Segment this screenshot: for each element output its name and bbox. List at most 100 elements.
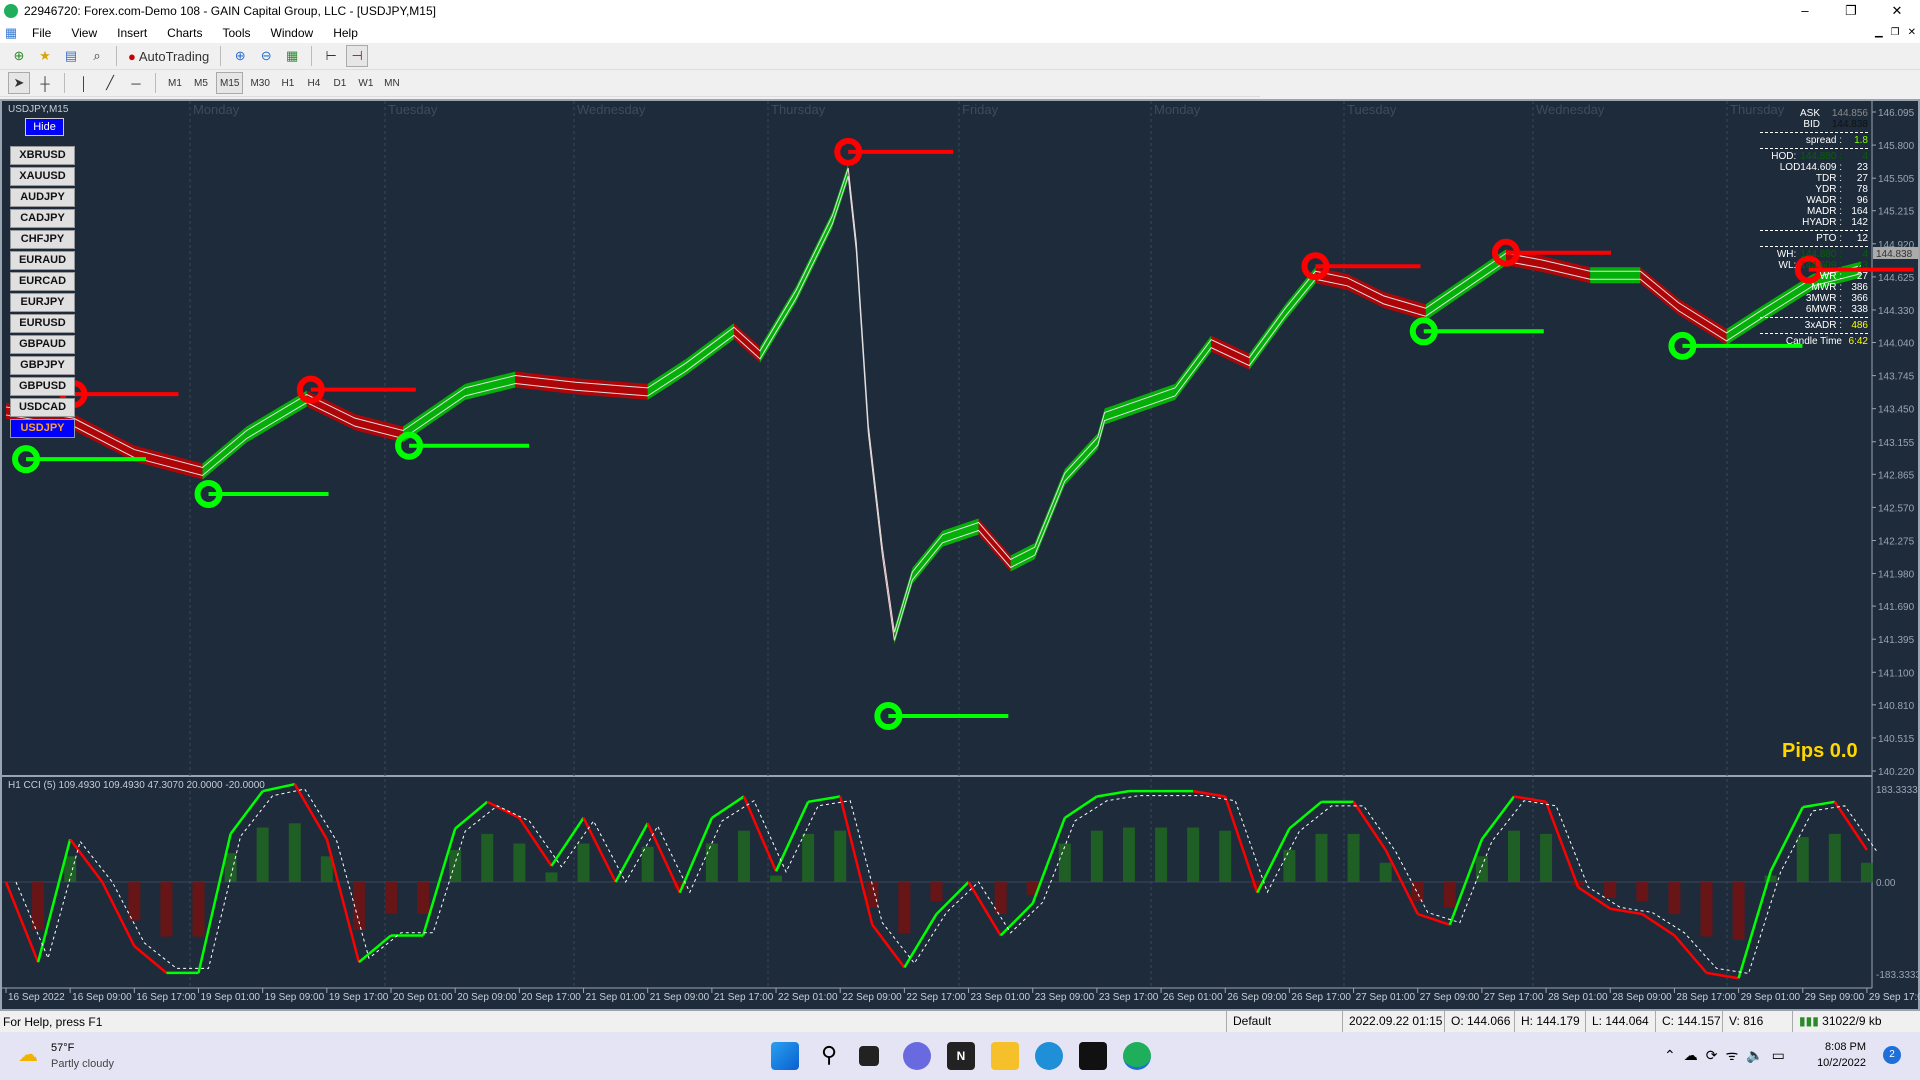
autoscroll-icon[interactable]: ⊣ xyxy=(346,45,369,67)
symbol-button-euraud[interactable]: EURAUD xyxy=(10,251,75,270)
bear-band-segment xyxy=(73,414,135,462)
timeframe-m5[interactable]: M5 xyxy=(194,77,208,89)
crosshair-tool-icon[interactable]: ┼ xyxy=(40,75,50,91)
weather-icon[interactable]: ☁ xyxy=(18,1044,38,1066)
cci-line-segment xyxy=(1673,934,1708,974)
weather-temp[interactable]: 57°F xyxy=(51,1042,75,1054)
maximize-button[interactable]: ❐ xyxy=(1845,3,1857,18)
new-order-icon[interactable]: ⊕ xyxy=(13,48,25,63)
clock-time[interactable]: 8:08 PM xyxy=(1825,1041,1866,1053)
chart-shift-icon[interactable]: ⊢ xyxy=(325,48,337,63)
symbol-button-chfjpy[interactable]: CHFJPY xyxy=(10,230,75,249)
info-row: HOD: 144.880 : 4 xyxy=(1760,151,1868,162)
zoom-in-icon[interactable]: ⊕ xyxy=(234,48,246,63)
tile-windows-icon[interactable]: ▦ xyxy=(286,48,299,63)
symbol-button-usdcad[interactable]: USDCAD xyxy=(10,398,75,417)
bear-band-segment xyxy=(1347,273,1384,308)
timeframe-mn[interactable]: MN xyxy=(384,77,400,89)
system-tray-icons[interactable]: ⌃☁⟳ᯤ🔈▭ xyxy=(1664,1047,1793,1063)
vertical-line-tool-icon[interactable]: │ xyxy=(79,75,89,91)
menu-view[interactable]: View xyxy=(71,25,98,40)
navigator-icon[interactable]: ⌕ xyxy=(93,48,101,63)
chart-window-icon[interactable]: ▦ xyxy=(4,24,18,40)
time-tick-label: 28 Sep 17:00 xyxy=(1676,992,1736,1003)
symbol-button-usdjpy[interactable]: USDJPY xyxy=(10,419,75,438)
file-explorer-icon[interactable] xyxy=(991,1042,1019,1070)
profiles-icon[interactable]: ★ xyxy=(39,48,51,63)
cci-histogram-bar xyxy=(1443,882,1456,908)
menu-charts[interactable]: Charts xyxy=(167,25,203,40)
symbol-button-gbpjpy[interactable]: GBPJPY xyxy=(10,356,75,375)
market-watch-icon[interactable]: ▤ xyxy=(64,48,78,63)
edge-icon[interactable] xyxy=(1035,1042,1063,1070)
info-key: HYADR : xyxy=(1802,217,1842,228)
symbol-button-xbrusd[interactable]: XBRUSD xyxy=(10,146,75,165)
info-row: WH: 144.880 : 4 xyxy=(1760,249,1868,260)
timeframe-h4[interactable]: H4 xyxy=(307,77,321,89)
symbol-button-eurcad[interactable]: EURCAD xyxy=(10,272,75,291)
info-value: 142 xyxy=(1851,217,1868,228)
minimize-button[interactable]: – xyxy=(1801,3,1809,18)
menu-window[interactable]: Window xyxy=(270,25,314,40)
autotrading-button[interactable]: ● AutoTrading xyxy=(128,48,210,64)
cci-histogram-bar xyxy=(1636,882,1649,902)
menu-help[interactable]: Help xyxy=(333,25,358,40)
envelope-line xyxy=(5,167,1862,633)
bar-high: H: 144.179 xyxy=(1514,1011,1580,1032)
connection-status[interactable]: ▮▮▮ 31022/9 kb xyxy=(1792,1011,1882,1032)
zoom-out-icon[interactable]: ⊖ xyxy=(260,48,272,63)
symbol-button-audjpy[interactable]: AUDJPY xyxy=(10,188,75,207)
chat-icon[interactable] xyxy=(903,1042,931,1070)
profile-name[interactable]: Default xyxy=(1226,1011,1271,1032)
timeframe-m30[interactable]: M30 xyxy=(250,77,270,89)
timeframe-m15[interactable]: M15 xyxy=(216,72,244,94)
info-value: 4 xyxy=(1862,151,1868,162)
pips-label: Pips 0.0 xyxy=(1782,740,1858,762)
metatrader-icon[interactable] xyxy=(1123,1042,1151,1070)
search-icon[interactable]: ⚲ xyxy=(820,1042,838,1067)
close-button[interactable]: ✕ xyxy=(1891,3,1903,18)
symbol-button-gbpusd[interactable]: GBPUSD xyxy=(10,377,75,396)
cursor-tool-icon[interactable]: ➤ xyxy=(8,72,30,94)
symbol-button-xauusd[interactable]: XAUUSD xyxy=(10,167,75,186)
cci-histogram-bar xyxy=(128,882,141,921)
hide-button[interactable]: Hide xyxy=(25,118,64,136)
start-icon[interactable] xyxy=(771,1042,799,1070)
notification-badge[interactable]: 2 xyxy=(1883,1046,1901,1064)
symbol-button-eurjpy[interactable]: EURJPY xyxy=(10,293,75,312)
cci-line-segment xyxy=(262,782,296,793)
timeframe-d1[interactable]: D1 xyxy=(333,77,347,89)
bull-band-segment xyxy=(202,426,247,480)
info-value: 144.838 xyxy=(1831,119,1868,130)
menu-tools[interactable]: Tools xyxy=(222,25,251,40)
symbol-button-eurusd[interactable]: EURUSD xyxy=(10,314,75,333)
symbol-button-cadjpy[interactable]: CADJPY xyxy=(10,209,75,228)
bull-band-segment xyxy=(1425,273,1470,321)
mdi-restore-button[interactable]: ❐ xyxy=(1890,27,1900,38)
cci-line-segment xyxy=(1737,870,1772,979)
mdi-minimize-button[interactable]: ▁ xyxy=(1874,27,1883,38)
clock-date[interactable]: 10/2/2022 xyxy=(1817,1057,1866,1069)
app-icon[interactable] xyxy=(1079,1042,1107,1070)
cci-line-segment xyxy=(325,838,361,963)
notion-icon[interactable]: N xyxy=(947,1042,975,1070)
timeframe-w1[interactable]: W1 xyxy=(358,77,374,89)
cci-histogram-bar xyxy=(673,882,686,889)
cci-histogram-bar xyxy=(1700,882,1713,937)
weather-desc[interactable]: Partly cloudy xyxy=(51,1058,114,1070)
timeframe-h1[interactable]: H1 xyxy=(281,77,295,89)
time-tick-label: 23 Sep 09:00 xyxy=(1035,992,1095,1003)
menu-file[interactable]: File xyxy=(32,25,52,40)
horizontal-line-tool-icon[interactable]: ─ xyxy=(131,75,141,91)
trendline-tool-icon[interactable]: ╱ xyxy=(106,75,114,90)
timeframe-m1[interactable]: M1 xyxy=(168,77,182,89)
price-tick-label: 140.220 xyxy=(1878,767,1915,778)
symbol-button-gbpaud[interactable]: GBPAUD xyxy=(10,335,75,354)
mdi-close-button[interactable]: ✕ xyxy=(1907,27,1916,38)
cci-line-segment xyxy=(807,795,841,804)
task-view-icon[interactable] xyxy=(859,1046,879,1066)
menu-insert[interactable]: Insert xyxy=(117,25,148,40)
divider xyxy=(1760,246,1868,247)
cci-line-segment xyxy=(454,800,489,830)
